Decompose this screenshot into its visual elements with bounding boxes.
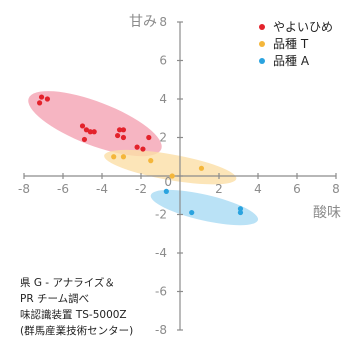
x-tick-label: 8	[332, 182, 340, 196]
y-tick-label: -8	[155, 323, 167, 337]
scatter-point-series-1	[146, 134, 152, 141]
y-tick-label: -4	[155, 246, 167, 260]
y-tick-label: 8	[159, 15, 167, 29]
legend-marker	[259, 58, 265, 64]
scatter-point-series-1	[38, 94, 45, 100]
scatter-point-series-1	[44, 96, 51, 102]
scatter-point-series-2	[198, 165, 205, 171]
scatter-point-series-1	[91, 129, 97, 135]
x-tick-label: -6	[57, 182, 69, 196]
scatter-point-series-1	[83, 127, 89, 133]
scatter-point-series-1	[116, 127, 123, 133]
scatter-point-series-3	[189, 209, 195, 216]
y-tick-label: -2	[155, 208, 167, 222]
source-note-line: PR チーム調べ	[20, 292, 89, 305]
scatter-point-series-1	[79, 123, 86, 129]
legend-marker	[259, 24, 265, 30]
y-tick-label: 0	[164, 175, 172, 189]
legend-label: 品種 T	[273, 37, 309, 51]
y-tick-label: -6	[155, 285, 167, 299]
legend-marker	[259, 41, 265, 47]
x-tick-label: 6	[293, 182, 301, 196]
source-note-line: 味認識装置 TS-5000Z	[20, 308, 127, 321]
scatter-point-series-2	[111, 154, 117, 160]
scatter-point-series-1	[120, 134, 127, 141]
axes: -8 -6 -4 -2 2 4 6 8 8 6 4 2 0 -2 -4 -6 -8	[18, 15, 340, 337]
x-axis-title: 酸味	[313, 205, 341, 221]
y-tick-label: 2	[159, 131, 167, 145]
cluster-ellipse-series-1	[28, 91, 162, 157]
data-points	[37, 94, 244, 216]
scatter-point-series-2	[148, 158, 154, 164]
cluster-regions	[28, 91, 259, 226]
source-note-line: (群馬産業技術センター)	[20, 324, 133, 337]
legend-item-series-2: 品種 T	[259, 37, 309, 51]
x-tick-label: 2	[215, 182, 223, 196]
scatter-point-series-3	[163, 188, 169, 194]
scatter-point-series-1	[115, 132, 121, 139]
y-tick-label: 4	[159, 92, 167, 106]
scatter-point-series-1	[37, 100, 43, 106]
x-tick-label: 4	[254, 182, 262, 196]
scatter-point-series-3	[237, 206, 244, 212]
scatter-point-series-1	[87, 129, 93, 135]
scatter-point-series-1	[81, 136, 88, 143]
x-tick-label: -2	[135, 182, 147, 196]
scatter-point-series-1	[140, 146, 146, 152]
x-tick-label: -4	[96, 182, 108, 196]
cluster-ellipse-series-3	[150, 189, 259, 226]
source-note-line: 県 G - アナライズ＆	[20, 276, 115, 289]
scatter-point-series-1	[134, 144, 140, 150]
legend-label: やよいひめ	[273, 20, 333, 34]
y-tick-label: 6	[159, 54, 167, 68]
x-tick-label: -8	[18, 182, 30, 196]
scatter-point-series-1	[120, 127, 127, 133]
legend-item-series-3: 品種 A	[259, 54, 310, 68]
source-note: 県 G - アナライズ＆ PR チーム調べ 味認識装置 TS-5000Z (群馬…	[20, 276, 133, 337]
legend-label: 品種 A	[273, 54, 310, 68]
legend-item-series-1: やよいひめ	[259, 20, 333, 34]
scatter-point-series-2	[120, 154, 127, 160]
scatter-point-series-3	[237, 209, 244, 216]
scatter-point-series-2	[169, 173, 175, 179]
y-axis-title: 甘み	[129, 14, 157, 30]
